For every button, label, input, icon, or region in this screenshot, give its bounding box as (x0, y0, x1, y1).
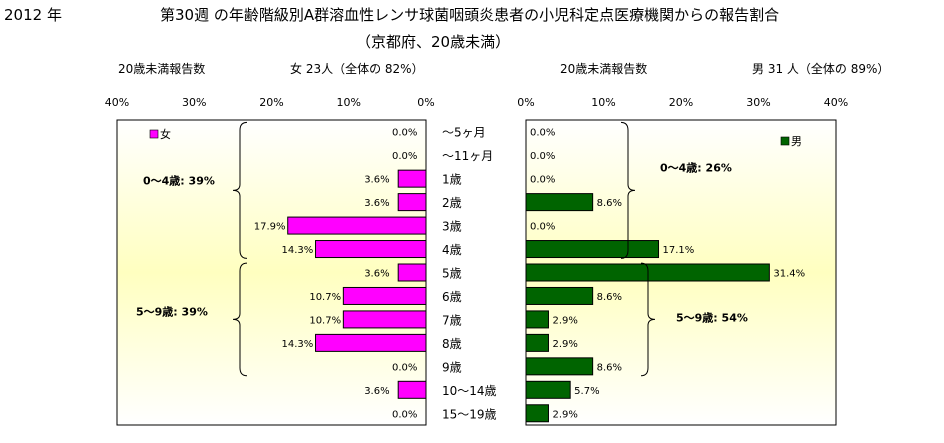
male-bar (525, 286, 594, 305)
female-data-label: 0.0% (392, 409, 417, 420)
female-axis-tick: 40% (105, 96, 129, 109)
male-legend-label: 男 (791, 135, 802, 148)
male-data-label: 0.0% (530, 222, 555, 233)
female-data-label: 14.3% (282, 339, 314, 350)
male-data-label: 2.9% (552, 339, 577, 350)
chart-title: 第30週 の年齢階級別A群溶血性レンサ球菌咽頭炎患者の小児科定点医療機関からの報… (160, 6, 780, 24)
female-data-label: 3.6% (364, 198, 389, 209)
category-label: ～11ヶ月 (442, 149, 493, 163)
male-data-label: 8.6% (597, 362, 622, 373)
male-data-label: 0.0% (530, 151, 555, 162)
female-series: 0.0% 0.0% 3.6% 3.6% 17.9% 14.3% 3.6% 10.7% 10.7%… (254, 128, 427, 420)
female-data-label: 10.7% (309, 315, 341, 326)
category-label: 5歳 (442, 267, 462, 281)
male-data-label: 8.6% (597, 292, 622, 303)
female-bar (342, 286, 427, 305)
female-5-9-brace (232, 262, 248, 377)
male-bar (525, 193, 594, 212)
male-summary: 男 31 人（全体の 89%） (752, 62, 890, 76)
female-data-label: 0.0% (392, 128, 417, 139)
category-label: 3歳 (442, 220, 462, 234)
male-bar (525, 310, 549, 329)
female-data-label: 3.6% (364, 175, 389, 186)
male-5-9-annotation: 5～9歳: 54% (676, 310, 748, 324)
male-axis-tick: 10% (591, 96, 615, 109)
female-data-label: 14.3% (282, 245, 314, 256)
female-summary: 女 23人（全体の 82%） (290, 62, 424, 76)
category-label: 8歳 (442, 337, 462, 351)
category-label: 15～19歳 (442, 407, 497, 421)
female-data-label: 3.6% (364, 386, 389, 397)
female-bar (397, 263, 427, 282)
female-data-label: 0.0% (392, 151, 417, 162)
category-label: 2歳 (442, 196, 462, 210)
category-label: 6歳 (442, 290, 462, 304)
male-data-label: 31.4% (773, 269, 805, 280)
male-data-label: 17.1% (663, 245, 695, 256)
male-data-label: 2.9% (552, 315, 577, 326)
female-axis-tick: 20% (259, 96, 283, 109)
female-legend-label: 女 (160, 127, 171, 141)
male-legend-swatch (780, 136, 790, 146)
female-0-4-annotation: 0～4歳: 39% (143, 173, 215, 187)
male-data-label: 5.7% (574, 386, 599, 397)
male-report-count-label: 20歳未満報告数 (560, 62, 648, 76)
female-5-9-annotation: 5～9歳: 39% (136, 304, 208, 318)
male-0-4-annotation: 0～4歳: 26% (660, 160, 732, 174)
chart-subtitle: （京都府、20歳未満） (356, 33, 511, 51)
category-label: 4歳 (442, 243, 462, 257)
female-data-label: 0.0% (392, 362, 417, 373)
female-data-label: 10.7% (309, 292, 341, 303)
year-label: 2012 年 (4, 6, 62, 24)
male-data-label: 0.0% (530, 128, 555, 139)
male-bar (525, 333, 549, 352)
female-plot-area (116, 119, 427, 426)
male-data-label: 8.6% (597, 198, 622, 209)
female-bar (342, 310, 427, 329)
category-labels: ～5ヶ月 ～11ヶ月 1歳 2歳 3歳 4歳 5歳 6歳 7歳 8歳 9歳 10～14歳 15～19歳 (442, 126, 497, 422)
male-axis-tick: 30% (746, 96, 770, 109)
female-axis-tick: 10% (337, 96, 361, 109)
male-bar (525, 380, 571, 399)
female-report-count-label: 20歳未満報告数 (118, 62, 206, 76)
female-legend-swatch (149, 129, 159, 139)
female-axis-tick: 0% (417, 96, 434, 109)
category-label: 1歳 (442, 173, 462, 187)
category-label: 9歳 (442, 360, 462, 374)
male-axis-tick: 0% (517, 96, 534, 109)
male-axis-tick: 20% (669, 96, 693, 109)
annotations: 0～4歳: 39% 5～9歳: 39% 0～4歳: 26% 5～9歳: 54% (136, 121, 748, 377)
female-bar (397, 169, 427, 188)
category-label: 7歳 (442, 313, 462, 327)
male-bar (525, 404, 549, 423)
category-label: 10～14歳 (442, 384, 497, 398)
male-5-9-brace (640, 262, 656, 377)
male-data-label: 0.0% (530, 175, 555, 186)
female-axis-tick: 30% (182, 96, 206, 109)
male-axis-tick: 40% (824, 96, 848, 109)
female-data-label: 17.9% (254, 222, 286, 233)
female-bar (315, 240, 427, 259)
male-bar (525, 240, 660, 259)
female-bar (397, 380, 427, 399)
male-data-label: 2.9% (552, 409, 577, 420)
female-bar (397, 193, 427, 212)
male-0-4-brace (620, 121, 636, 259)
male-bar (525, 357, 594, 376)
category-label: ～5ヶ月 (442, 126, 486, 140)
female-data-label: 3.6% (364, 269, 389, 280)
female-bar (315, 333, 427, 352)
female-bar (287, 216, 427, 235)
female-0-4-brace (232, 121, 248, 259)
